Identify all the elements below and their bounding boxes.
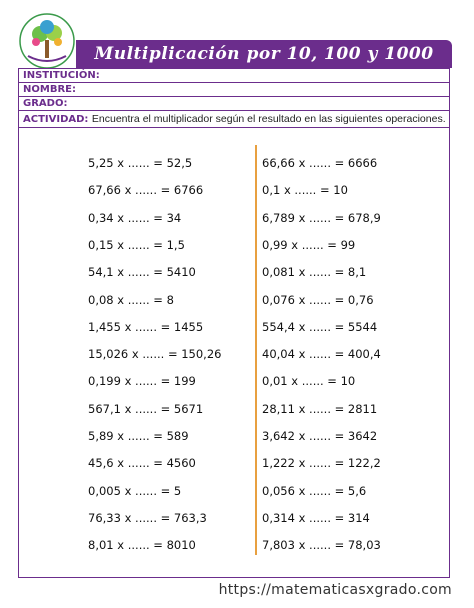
- exercise: 0,15 x ...... = 1,5: [88, 237, 185, 252]
- field-institucion: INSTITUCIÓN:: [19, 69, 449, 83]
- exercise: 54,1 x ...... = 5410: [88, 265, 196, 280]
- exercise: 0,99 x ...... = 99: [262, 237, 356, 252]
- exercise: 0,081 x ...... = 8,1: [262, 265, 367, 280]
- form: INSTITUCIÓN: NOMBRE: GRADO: ACTIVIDAD: E…: [18, 68, 450, 578]
- field-grado: GRADO:: [19, 97, 449, 111]
- exercise: 45,6 x ...... = 4560: [88, 456, 196, 471]
- exercise: 0,34 x ...... = 34: [88, 210, 182, 225]
- exercise: 15,026 x ...... = 150,26: [88, 347, 222, 362]
- logo: [19, 13, 75, 69]
- exercise: 5,25 x ...... = 52,5: [88, 156, 193, 170]
- exercise: 1,455 x ...... = 1455: [88, 319, 204, 334]
- exercise: 6,789 x ...... = 678,9: [262, 210, 381, 225]
- activity-text: Encuentra el multiplicador según el resu…: [91, 113, 446, 125]
- activity-label: ACTIVIDAD:: [23, 114, 89, 125]
- exercise: 0,076 x ...... = 0,76: [262, 292, 374, 307]
- exercise: 0,314 x ...... = 314: [262, 510, 370, 525]
- exercise: 66,66 x ...... = 6666: [262, 156, 378, 170]
- exercise: 567,1 x ...... = 5671: [88, 401, 204, 416]
- exercise: 28,11 x ...... = 2811: [262, 401, 378, 416]
- exercise: 5,89 x ...... = 589: [88, 429, 189, 443]
- exercise: 0,199 x ...... = 199: [88, 374, 196, 389]
- exercise: 7,803 x ...... = 78,03: [262, 538, 381, 553]
- exercise: 0,056 x ...... = 5,6: [262, 483, 367, 498]
- divider: [255, 145, 257, 555]
- activity: ACTIVIDAD: Encuentra el multiplicador se…: [19, 111, 449, 128]
- exercise: 40,04 x ...... = 400,4: [262, 347, 381, 362]
- title: Multiplicación por 10, 100 y 1000: [76, 40, 452, 68]
- exercise: 3,642 x ...... = 3642: [262, 429, 378, 443]
- exercise: 1,222 x ...... = 122,2: [262, 456, 381, 471]
- footer-url: https://matematicasxgrado.com: [218, 582, 452, 598]
- exercise: 0,1 x ...... = 10: [262, 183, 348, 198]
- field-nombre: NOMBRE:: [19, 83, 449, 97]
- exercise: 554,4 x ...... = 5544: [262, 319, 378, 334]
- exercise: 0,005 x ...... = 5: [88, 483, 182, 498]
- exercise: 76,33 x ...... = 763,3: [88, 510, 207, 525]
- exercise: 0,01 x ...... = 10: [262, 374, 356, 389]
- exercise: 67,66 x ...... = 6766: [88, 183, 204, 198]
- exercise: 8,01 x ...... = 8010: [88, 538, 196, 553]
- exercise: 0,08 x ...... = 8: [88, 292, 174, 307]
